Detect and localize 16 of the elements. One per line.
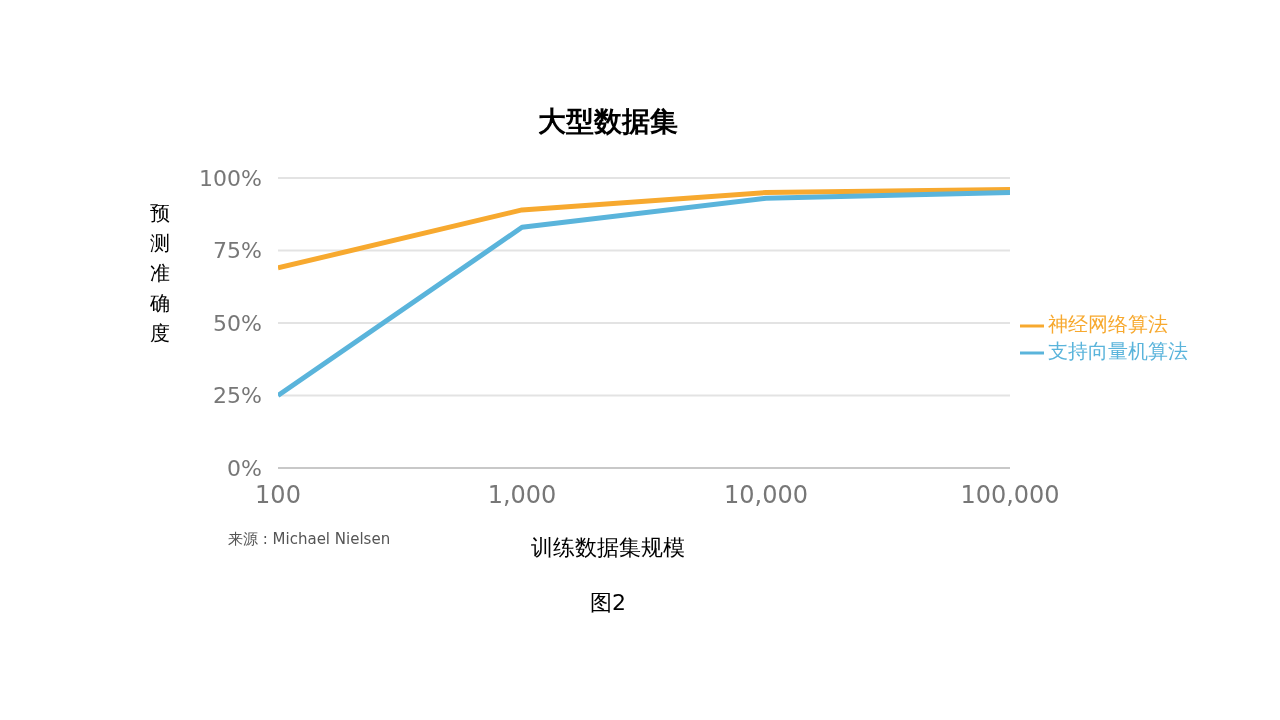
y-tick-label: 25%	[213, 383, 262, 409]
legend-label: 神经网络算法	[1048, 312, 1168, 336]
y-tick-label: 100%	[199, 165, 262, 191]
caption: 图2	[589, 589, 627, 617]
x-tick-label: 100	[255, 481, 301, 510]
chart-title: 大型数据集	[537, 104, 679, 140]
legend-label: 支持向量机算法	[1048, 339, 1188, 363]
x-tick-label: 1,000	[487, 481, 557, 510]
y-tick-label: 75%	[213, 238, 262, 264]
x-tick-label: 100,000	[960, 481, 1060, 510]
y-tick-label: 0%	[227, 455, 262, 481]
x-tick-label: 10,000	[724, 481, 808, 510]
source-note: 来源 : Michael Nielsen	[228, 530, 391, 549]
x-axis-title: 训练数据集规模	[531, 535, 685, 560]
y-tick-label: 50%	[213, 310, 262, 336]
y-axis-title: 预测准确度	[149, 200, 171, 347]
